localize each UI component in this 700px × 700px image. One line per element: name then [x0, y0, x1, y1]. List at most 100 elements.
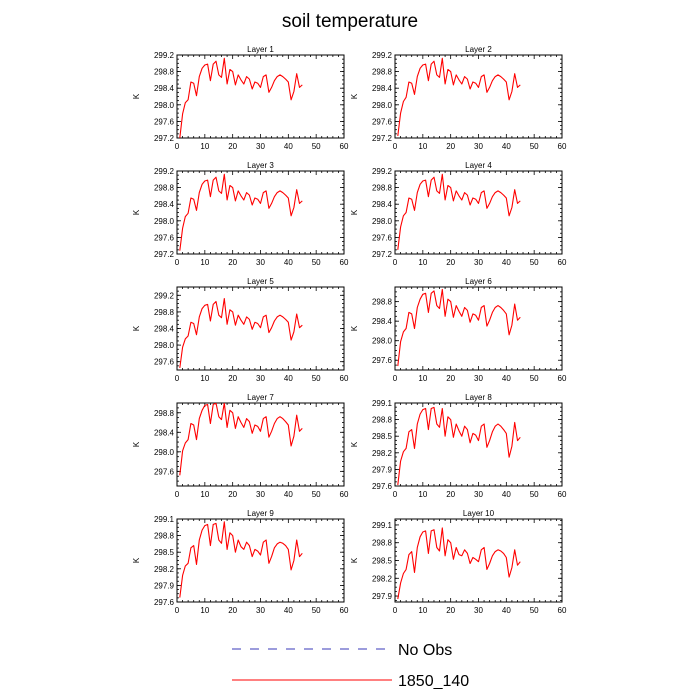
panel-4-ylabel: K: [350, 209, 359, 215]
panel-1-ytick-label-1: 297.6: [154, 117, 175, 126]
panel-1-series-line-0: [179, 57, 303, 138]
panel-1-frame: [176, 54, 345, 139]
legend: No Obs 1850_140: [232, 642, 469, 690]
panel-5-frame: [176, 286, 345, 371]
panel-8-xtick-label-0: 0: [393, 490, 398, 499]
panel-7-series-line-0: [179, 403, 303, 476]
panel-1-xtick-label-5: 50: [312, 142, 321, 151]
panel-8-xtick-label-6: 60: [558, 490, 567, 499]
panel-8-title: Layer 8: [465, 393, 492, 402]
panel-8-ytick-label-0: 297.6: [372, 482, 393, 491]
panel-1-ylabel: K: [132, 93, 141, 99]
panel-1-xtick-label-4: 40: [284, 142, 293, 151]
panel-6-ytick-label-1: 298.0: [372, 337, 393, 346]
panel-10-xtick-label-4: 40: [502, 606, 511, 615]
panel-8-xtick-label-1: 10: [418, 490, 427, 499]
panel-7-xtick-label-3: 30: [256, 490, 265, 499]
panel-8-xtick-label-3: 30: [474, 490, 483, 499]
panel-3-xtick-label-1: 10: [200, 258, 209, 267]
panel-2-ytick-label-2: 298.0: [372, 101, 393, 110]
panel-4-ytick-label-2: 298.0: [372, 217, 393, 226]
panel-6-xtick-label-3: 30: [474, 374, 483, 383]
panel-7: Layer 7 0 10 20 30 40 50 60 297.6 298.0 298.4 298.8…: [132, 393, 349, 499]
panel-9-xtick-label-6: 60: [340, 606, 349, 615]
panel-8-ytick-label-3: 298.5: [372, 432, 393, 441]
panel-8-xtick-label-2: 20: [446, 490, 455, 499]
panel-7-xtick-label-5: 50: [312, 490, 321, 499]
panel-10-xtick-label-2: 20: [446, 606, 455, 615]
panel-4-ytick-label-3: 298.4: [372, 200, 393, 209]
panel-5-xtick-label-1: 10: [200, 374, 209, 383]
panel-7-title: Layer 7: [247, 393, 274, 402]
panel-3-frame: [176, 170, 345, 255]
panel-2-title: Layer 2: [465, 45, 492, 54]
panel-9-title: Layer 9: [247, 509, 274, 518]
panel-7-ytick-label-2: 298.4: [154, 428, 175, 437]
panel-9: Layer 9 0 10 20 30 40 50 60 297.6 297.9 298.2 298.5…: [132, 509, 349, 615]
panel-2-xtick-label-6: 60: [558, 142, 567, 151]
panel-10-xtick-label-6: 60: [558, 606, 567, 615]
panel-6-xtick-label-6: 60: [558, 374, 567, 383]
panel-2-ylabel: K: [350, 93, 359, 99]
panel-6-xtick-label-5: 50: [530, 374, 539, 383]
panel-3-xtick-label-0: 0: [175, 258, 180, 267]
panel-3: Layer 3 0 10 20 30 40 50 60 297.2 297.6 298.0 298.4…: [132, 161, 349, 267]
panel-2-ytick-label-4: 298.8: [372, 68, 393, 77]
panel-9-ytick-label-3: 298.5: [154, 548, 175, 557]
panel-3-xtick-label-5: 50: [312, 258, 321, 267]
panel-9-xtick-label-3: 30: [256, 606, 265, 615]
panel-2-xtick-label-1: 10: [418, 142, 427, 151]
panel-6-ytick-label-0: 297.6: [372, 356, 393, 365]
panel-6-xtick-label-1: 10: [418, 374, 427, 383]
panel-2-ytick-label-0: 297.2: [372, 134, 393, 143]
panel-5-xtick-label-4: 40: [284, 374, 293, 383]
panel-1-title: Layer 1: [247, 45, 274, 54]
panel-6-ytick-label-2: 298.4: [372, 317, 393, 326]
panel-10-ytick-label-0: 297.9: [372, 592, 393, 601]
panel-4-xtick-label-0: 0: [393, 258, 398, 267]
panel-10: Layer 10 0 10 20 30 40 50 60 297.9 298.2 298.5 298.…: [350, 509, 567, 615]
panel-9-xtick-label-5: 50: [312, 606, 321, 615]
panel-5-xtick-label-6: 60: [340, 374, 349, 383]
panel-7-ytick-label-1: 298.0: [154, 448, 175, 457]
panel-9-ylabel: K: [132, 557, 141, 563]
panel-4-xtick-label-6: 60: [558, 258, 567, 267]
panel-5-ylabel: K: [132, 325, 141, 331]
panel-2-xtick-label-3: 30: [474, 142, 483, 151]
panel-8-xtick-label-5: 50: [530, 490, 539, 499]
panel-6-xtick-label-4: 40: [502, 374, 511, 383]
panel-9-ytick-label-5: 299.1: [154, 515, 175, 524]
panel-4-ytick-label-4: 298.8: [372, 184, 393, 193]
legend-item-1850-140: 1850_140: [232, 673, 469, 690]
panel-10-title: Layer 10: [463, 509, 495, 518]
panel-3-ytick-label-0: 297.2: [154, 250, 175, 259]
panel-10-ytick-label-1: 298.2: [372, 574, 393, 583]
panel-4-frame: [394, 170, 563, 255]
panel-1-xtick-label-0: 0: [175, 142, 180, 151]
panel-5-xtick-label-2: 20: [228, 374, 237, 383]
panel-10-series-line-0: [397, 527, 521, 600]
panel-5-xtick-label-3: 30: [256, 374, 265, 383]
panel-2-xtick-label-5: 50: [530, 142, 539, 151]
panel-7-xtick-label-2: 20: [228, 490, 237, 499]
panel-10-xtick-label-1: 10: [418, 606, 427, 615]
panel-5-title: Layer 5: [247, 277, 274, 286]
panel-6-ylabel: K: [350, 325, 359, 331]
panel-9-ytick-label-0: 297.6: [154, 598, 175, 607]
panel-9-series-line-0: [179, 521, 303, 598]
panel-7-ytick-label-3: 298.8: [154, 409, 175, 418]
panel-6-xtick-label-0: 0: [393, 374, 398, 383]
panel-1-ytick-label-0: 297.2: [154, 134, 175, 143]
panel-10-ytick-label-4: 299.1: [372, 521, 393, 530]
legend-label-no-obs: No Obs: [398, 642, 452, 659]
panel-3-ytick-label-3: 298.4: [154, 200, 175, 209]
panel-1: Layer 1 0 10 20 30 40 50 60 297.2 297.6 298.0 298.4…: [132, 45, 349, 151]
panel-9-xtick-label-1: 10: [200, 606, 209, 615]
panel-3-title: Layer 3: [247, 161, 274, 170]
panel-8-ytick-label-4: 298.8: [372, 416, 393, 425]
panel-9-ytick-label-1: 297.9: [154, 581, 175, 590]
panel-8-series-line-0: [397, 406, 521, 485]
panel-8-ytick-label-1: 297.9: [372, 465, 393, 474]
panel-10-xtick-label-3: 30: [474, 606, 483, 615]
